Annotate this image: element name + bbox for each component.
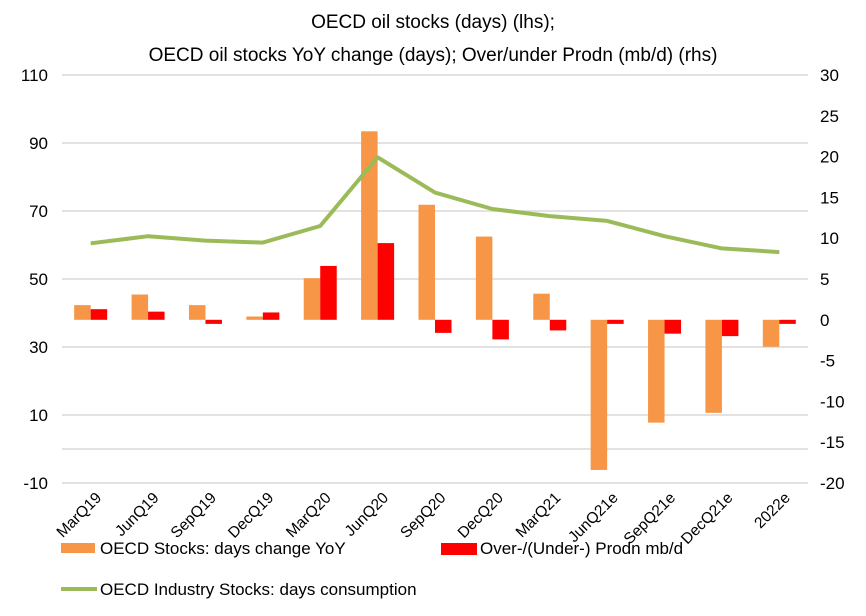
bar-over-under-prodn bbox=[148, 311, 165, 320]
bar-over-under-prodn bbox=[205, 319, 222, 324]
bar-stocks-change bbox=[590, 319, 608, 470]
left-axis-tick-label: 30 bbox=[29, 338, 48, 357]
bar-stocks-change bbox=[188, 305, 206, 320]
bar-stocks-change bbox=[246, 316, 263, 320]
bar-stocks-change bbox=[418, 204, 435, 320]
legend-label-over-under-prodn: Over-/(Under-) Prodn mb/d bbox=[480, 539, 683, 558]
legend-item-industry-stocks: OECD Industry Stocks: days consumption bbox=[61, 580, 417, 599]
bar-series-over-under-prodn bbox=[90, 243, 796, 340]
bar-over-under-prodn bbox=[262, 312, 280, 320]
bar-over-under-prodn bbox=[779, 319, 796, 324]
bar-stocks-change bbox=[361, 131, 378, 320]
x-axis-tick-label: DecQ20 bbox=[455, 489, 507, 541]
legend: OECD Stocks: days change YoY Over-/(Unde… bbox=[61, 539, 683, 599]
right-axis-tick-label: 0 bbox=[820, 311, 829, 330]
bar-series-stocks-change bbox=[74, 131, 780, 470]
bar-stocks-change bbox=[475, 236, 493, 320]
chart-title: OECD oil stocks (days) (lhs); OECD oil s… bbox=[149, 12, 718, 66]
legend-item-over-under-prodn: Over-/(Under-) Prodn mb/d bbox=[441, 539, 683, 558]
x-axis-tick-label: JunQ19 bbox=[112, 489, 162, 539]
bar-stocks-change bbox=[131, 294, 149, 320]
right-axis-tick-label: 20 bbox=[820, 148, 839, 167]
bar-over-under-prodn bbox=[492, 319, 509, 340]
right-y-axis: 30 25 20 15 10 5 0 -5 -10 -15 -20 bbox=[820, 66, 845, 493]
bar-over-under-prodn bbox=[320, 265, 337, 320]
left-axis-tick-label: 70 bbox=[29, 202, 48, 221]
bar-stocks-change bbox=[74, 305, 91, 320]
x-axis-tick-label: DecQ21e bbox=[678, 489, 736, 547]
right-axis-tick-label: 10 bbox=[820, 229, 839, 248]
bar-over-under-prodn bbox=[549, 319, 567, 331]
bar-over-under-prodn bbox=[377, 243, 395, 320]
bar-stocks-change bbox=[533, 293, 550, 320]
bar-stocks-change bbox=[303, 278, 321, 320]
left-axis-tick-label: 90 bbox=[29, 134, 48, 153]
legend-label-industry-stocks: OECD Industry Stocks: days consumption bbox=[100, 580, 417, 599]
left-axis-tick-label: 50 bbox=[29, 270, 48, 289]
left-axis-tick-label: 110 bbox=[21, 66, 48, 85]
right-axis-tick-label: 5 bbox=[820, 270, 829, 289]
left-y-axis: 110 90 70 50 30 10 -10 bbox=[21, 66, 48, 493]
legend-swatch-red bbox=[441, 543, 477, 555]
bar-stocks-change bbox=[705, 319, 722, 413]
bar-over-under-prodn bbox=[664, 319, 682, 334]
right-axis-tick-label: -10 bbox=[820, 392, 845, 411]
x-axis-tick-label: JunQ20 bbox=[342, 489, 393, 540]
x-axis-tick-label: MarQ20 bbox=[283, 489, 335, 541]
right-axis-tick-label: -5 bbox=[820, 352, 835, 371]
left-axis-tick-label: -10 bbox=[23, 474, 48, 493]
line-series bbox=[90, 155, 780, 255]
legend-swatch-orange bbox=[61, 543, 95, 553]
bar-over-under-prodn bbox=[90, 309, 108, 320]
legend-label-stocks-change: OECD Stocks: days change YoY bbox=[100, 539, 346, 558]
x-axis-tick-label: MarQ19 bbox=[54, 489, 106, 541]
right-axis-tick-label: 15 bbox=[820, 188, 839, 207]
bar-stocks-change bbox=[762, 319, 780, 347]
bar-over-under-prodn bbox=[435, 319, 452, 333]
right-axis-tick-label: -15 bbox=[820, 433, 845, 452]
legend-item-stocks-change: OECD Stocks: days change YoY bbox=[61, 539, 346, 558]
bar-over-under-prodn bbox=[607, 319, 624, 324]
x-axis-tick-label: 2022e bbox=[751, 489, 794, 532]
chart-title-line-2: OECD oil stocks YoY change (days); Over/… bbox=[149, 45, 718, 66]
chart-title-line-1: OECD oil stocks (days) (lhs); bbox=[311, 12, 555, 33]
left-axis-tick-label: 10 bbox=[29, 406, 48, 425]
right-axis-tick-label: 30 bbox=[820, 66, 839, 85]
bar-series bbox=[74, 131, 796, 470]
x-axis-tick-label: SepQ19 bbox=[168, 489, 220, 541]
x-axis-tick-label: MarQ21 bbox=[513, 489, 565, 541]
right-axis-tick-label: -20 bbox=[820, 474, 845, 493]
x-axis-tick-label: SepQ20 bbox=[397, 489, 450, 542]
right-axis-tick-label: 25 bbox=[820, 107, 839, 126]
bar-over-under-prodn bbox=[721, 319, 739, 337]
x-axis-tick-label: DecQ19 bbox=[225, 489, 277, 541]
bar-stocks-change bbox=[648, 319, 665, 423]
x-axis-tick-label: JunQ21e bbox=[565, 489, 622, 546]
